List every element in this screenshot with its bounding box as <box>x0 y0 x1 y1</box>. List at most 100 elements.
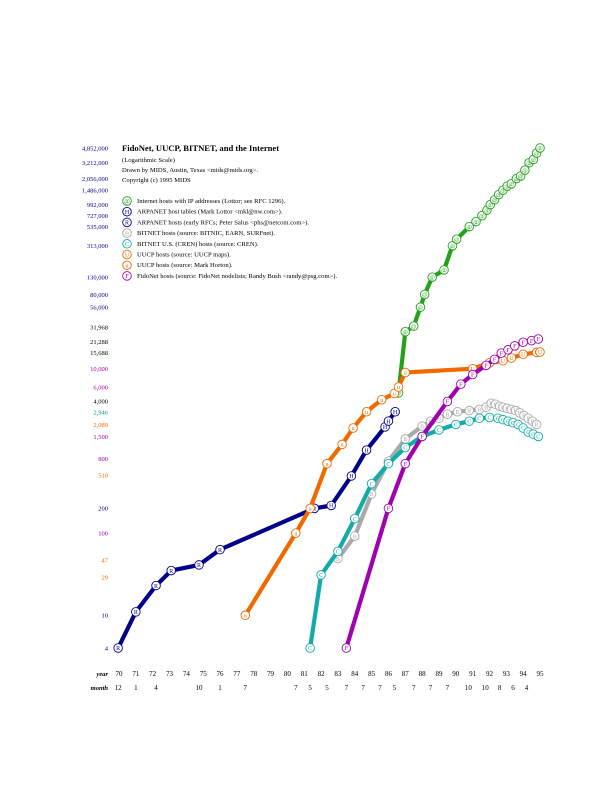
x-axis-year-label: year <box>95 671 108 678</box>
data-point-symbol: @ <box>514 177 520 183</box>
y-tick-label: 130,000 <box>87 274 108 281</box>
data-point-symbol: @ <box>454 237 460 243</box>
data-point-symbol: C <box>506 419 510 425</box>
x-tick-label: 78 <box>250 670 258 678</box>
data-point-symbol: u <box>397 385 400 391</box>
legend-symbol: C <box>125 242 129 248</box>
data-point: F <box>509 341 520 351</box>
data-point-symbol: U <box>501 359 506 365</box>
data-point-symbol: F <box>500 351 504 357</box>
x-tick-label: 83 <box>334 670 342 678</box>
x-tick-label: 81 <box>301 670 309 678</box>
data-point-symbol: B <box>535 423 539 429</box>
data-point-symbol: @ <box>534 151 540 157</box>
data-point-symbol: u <box>341 443 344 449</box>
y-tick-label: 47 <box>102 557 109 564</box>
data-point-symbol: B <box>467 409 471 415</box>
data-point: u <box>240 610 251 621</box>
data-point: F <box>456 379 466 389</box>
x-month-label: 4 <box>154 684 158 692</box>
data-point-symbol: C <box>511 421 515 427</box>
series-4: CCCCCCCCCCCCCCCCCCCCCC <box>305 412 544 653</box>
x-month-label: 5 <box>308 684 312 692</box>
data-point: C <box>400 442 411 453</box>
data-point: u <box>393 382 404 392</box>
legend-item: R ARPANET hosts (early RFCs; Peter Salus … <box>122 217 309 228</box>
data-point-symbol: C <box>370 482 374 488</box>
data-point-symbol: F <box>506 348 510 354</box>
legend-item: @ Internet hosts with IP addresses (Lotto… <box>122 196 286 206</box>
data-point-symbol: B <box>420 424 424 430</box>
data-point-symbol: F <box>537 337 541 343</box>
data-point: @ <box>464 221 475 232</box>
x-tick-label: 91 <box>469 670 477 678</box>
data-point-symbol: @ <box>488 203 494 209</box>
y-tick-label: 2,089 <box>93 422 108 429</box>
x-month-label: 12 <box>115 684 123 692</box>
data-point-symbol: @ <box>467 225 473 231</box>
data-point-symbol: @ <box>537 146 543 152</box>
x-month-label: 1 <box>218 684 222 692</box>
data-point-symbol: C <box>516 423 520 429</box>
data-point: @ <box>439 265 449 275</box>
y-tick-label: 29 <box>102 575 109 582</box>
x-month-label: 10 <box>482 684 490 692</box>
data-point: u <box>348 423 358 433</box>
series-line <box>116 506 317 651</box>
y-tick-label: 1,486,000 <box>82 188 108 195</box>
data-point-symbol: F <box>471 373 475 379</box>
data-point-symbol: B <box>336 557 340 563</box>
legend-label: BITNET U.S. (CREN) hosts (source: CREN). <box>137 241 259 248</box>
legend-label: UUCP hosts (source: Mark Horton). <box>137 262 233 269</box>
data-point: U <box>498 356 508 366</box>
data-point-symbol: F <box>493 358 497 364</box>
data-point-symbol: C <box>467 419 471 425</box>
data-point-symbol: C <box>353 517 357 523</box>
data-point-symbol: H <box>386 419 391 425</box>
y-axis: 4,852,000 3,212,000 2,056,000 1,486,000 992,… <box>82 145 109 652</box>
x-tick-label: 93 <box>503 670 511 678</box>
data-point-symbol: F <box>345 646 349 652</box>
data-point: C <box>474 413 485 423</box>
data-point-symbol: U <box>521 352 526 358</box>
data-point: B <box>464 405 475 416</box>
legend-symbol: H <box>125 210 130 216</box>
data-point-symbol: u <box>404 371 407 377</box>
x-month-label: 7 <box>361 684 365 692</box>
x-month-label: 4 <box>525 684 529 692</box>
data-point: C <box>366 478 377 489</box>
legend-label: Internet hosts with IP addresses (Lottor… <box>137 198 286 205</box>
data-point: H <box>383 416 394 426</box>
data-point: C <box>484 412 495 423</box>
data-point: F <box>481 360 491 371</box>
legend-item: u UUCP hosts (source: Mark Horton). <box>122 260 233 270</box>
data-point: u <box>389 388 400 399</box>
data-point-symbol: C <box>526 430 530 436</box>
x-tick-label: 72 <box>149 670 157 678</box>
y-tick-label: 727,000 <box>87 213 108 220</box>
data-point-symbol: u <box>244 613 247 619</box>
data-point-symbol: B <box>437 416 441 422</box>
data-point-symbol: R <box>134 610 138 616</box>
y-tick-label: 80,000 <box>90 292 108 299</box>
y-tick-label: 31,968 <box>90 325 108 332</box>
data-point: U <box>535 347 545 357</box>
data-point-symbol: B <box>455 410 459 416</box>
y-tick-label: 800 <box>98 456 108 463</box>
series-layer: @@@@@@@@@@@@@@@@@@@@@@@@@@HHHHHHHRRRRRRR… <box>113 143 545 653</box>
data-point-symbol: @ <box>509 182 515 188</box>
data-point-symbol: @ <box>522 168 528 174</box>
x-tick-label: 73 <box>166 670 174 678</box>
data-point-symbol: R <box>197 563 201 569</box>
data-point: u <box>400 367 411 378</box>
data-point-symbol: C <box>531 432 535 438</box>
x-month-label: 6 <box>511 684 515 692</box>
data-point: F <box>533 334 544 344</box>
legend-symbol: R <box>125 221 129 227</box>
x-tick-label: 89 <box>435 670 443 678</box>
data-point-symbol: @ <box>504 184 510 190</box>
data-point: F <box>489 354 500 365</box>
